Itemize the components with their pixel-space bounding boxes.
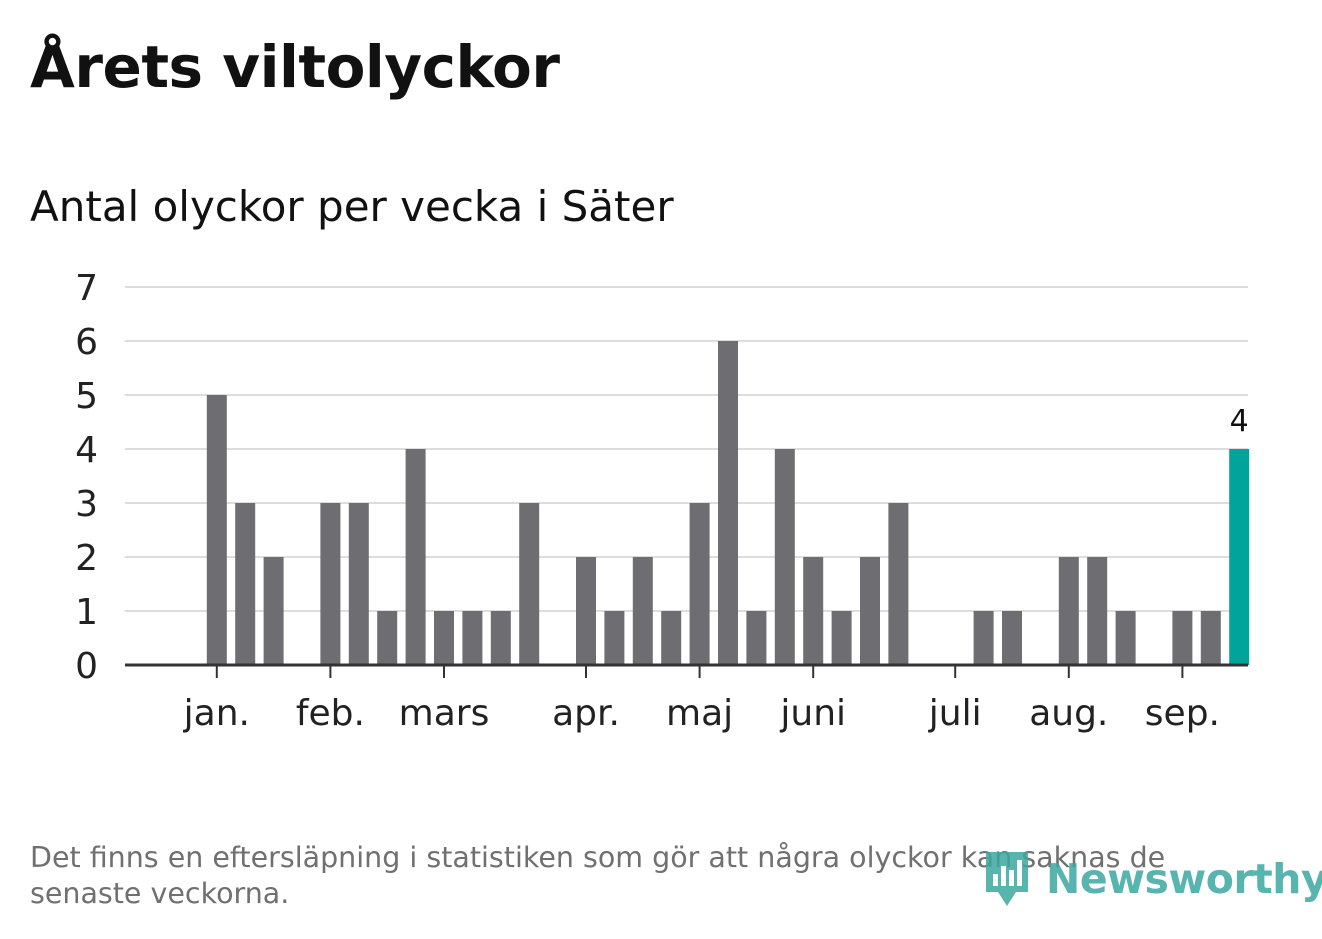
y-tick-label: 0 — [75, 646, 98, 687]
bar — [462, 611, 483, 665]
x-tick-label: apr. — [552, 693, 620, 734]
bar — [405, 449, 426, 665]
y-tick-label: 7 — [75, 268, 98, 309]
bar — [576, 557, 596, 665]
y-axis-ticks: 0 1 2 3 4 5 6 7 — [75, 268, 98, 687]
x-tick-label: jan. — [183, 693, 250, 734]
bar — [718, 341, 738, 665]
bar — [860, 557, 880, 665]
bar — [888, 503, 909, 665]
data-label: 4 — [1230, 404, 1249, 439]
bar — [661, 611, 682, 665]
x-tick-label: juli — [928, 693, 982, 734]
x-axis-ticks: jan. feb. mars apr. maj juni juli aug. sep. — [183, 665, 1220, 734]
bar — [604, 611, 625, 665]
data-labels: 4 — [1230, 404, 1249, 439]
highlighted-bar — [1229, 449, 1250, 665]
bars — [206, 341, 1250, 665]
newsworthy-bar-chart-icon — [986, 852, 1028, 906]
bar — [1058, 557, 1079, 665]
bar — [490, 611, 511, 665]
bar — [263, 557, 284, 665]
bar — [206, 395, 227, 665]
bar — [519, 503, 540, 665]
chart-title: Årets viltolyckor — [30, 33, 560, 101]
bar — [774, 449, 795, 665]
bar — [1087, 557, 1108, 665]
newsworthy-logo: Newsworthy — [982, 848, 1322, 910]
bar — [377, 611, 398, 665]
y-tick-label: 2 — [75, 538, 98, 579]
bar — [803, 557, 824, 665]
y-tick-label: 4 — [75, 430, 98, 471]
bar — [689, 503, 710, 665]
bar — [1200, 611, 1221, 665]
x-tick-label: juni — [779, 693, 846, 734]
chart-subtitle: Antal olyckor per vecka i Säter — [30, 182, 674, 231]
bar — [831, 611, 852, 665]
bar — [632, 557, 653, 665]
y-tick-label: 5 — [75, 376, 98, 417]
bar-chart: 0 1 2 3 4 5 6 7 jan. feb. mars apr. maj juni juli aug.… — [75, 268, 1250, 734]
bar — [235, 503, 256, 665]
bar — [973, 611, 994, 665]
footnote: Det finns en eftersläpning i statistiken… — [30, 841, 1166, 910]
x-tick-label: maj — [666, 693, 733, 734]
y-tick-label: 3 — [75, 484, 98, 525]
bar — [320, 503, 341, 665]
bar — [348, 503, 369, 665]
x-tick-label: mars — [399, 693, 490, 734]
x-tick-label: aug. — [1029, 693, 1108, 734]
brand-name: Newsworthy — [1046, 855, 1322, 903]
bar — [434, 611, 454, 665]
x-tick-label: sep. — [1145, 693, 1220, 734]
bar — [746, 611, 767, 665]
bar — [1172, 611, 1193, 665]
bar — [1002, 611, 1022, 665]
gridlines — [125, 286, 1248, 612]
y-tick-label: 6 — [75, 322, 98, 363]
bar — [1115, 611, 1136, 665]
y-tick-label: 1 — [75, 592, 98, 633]
x-tick-label: feb. — [296, 693, 365, 734]
